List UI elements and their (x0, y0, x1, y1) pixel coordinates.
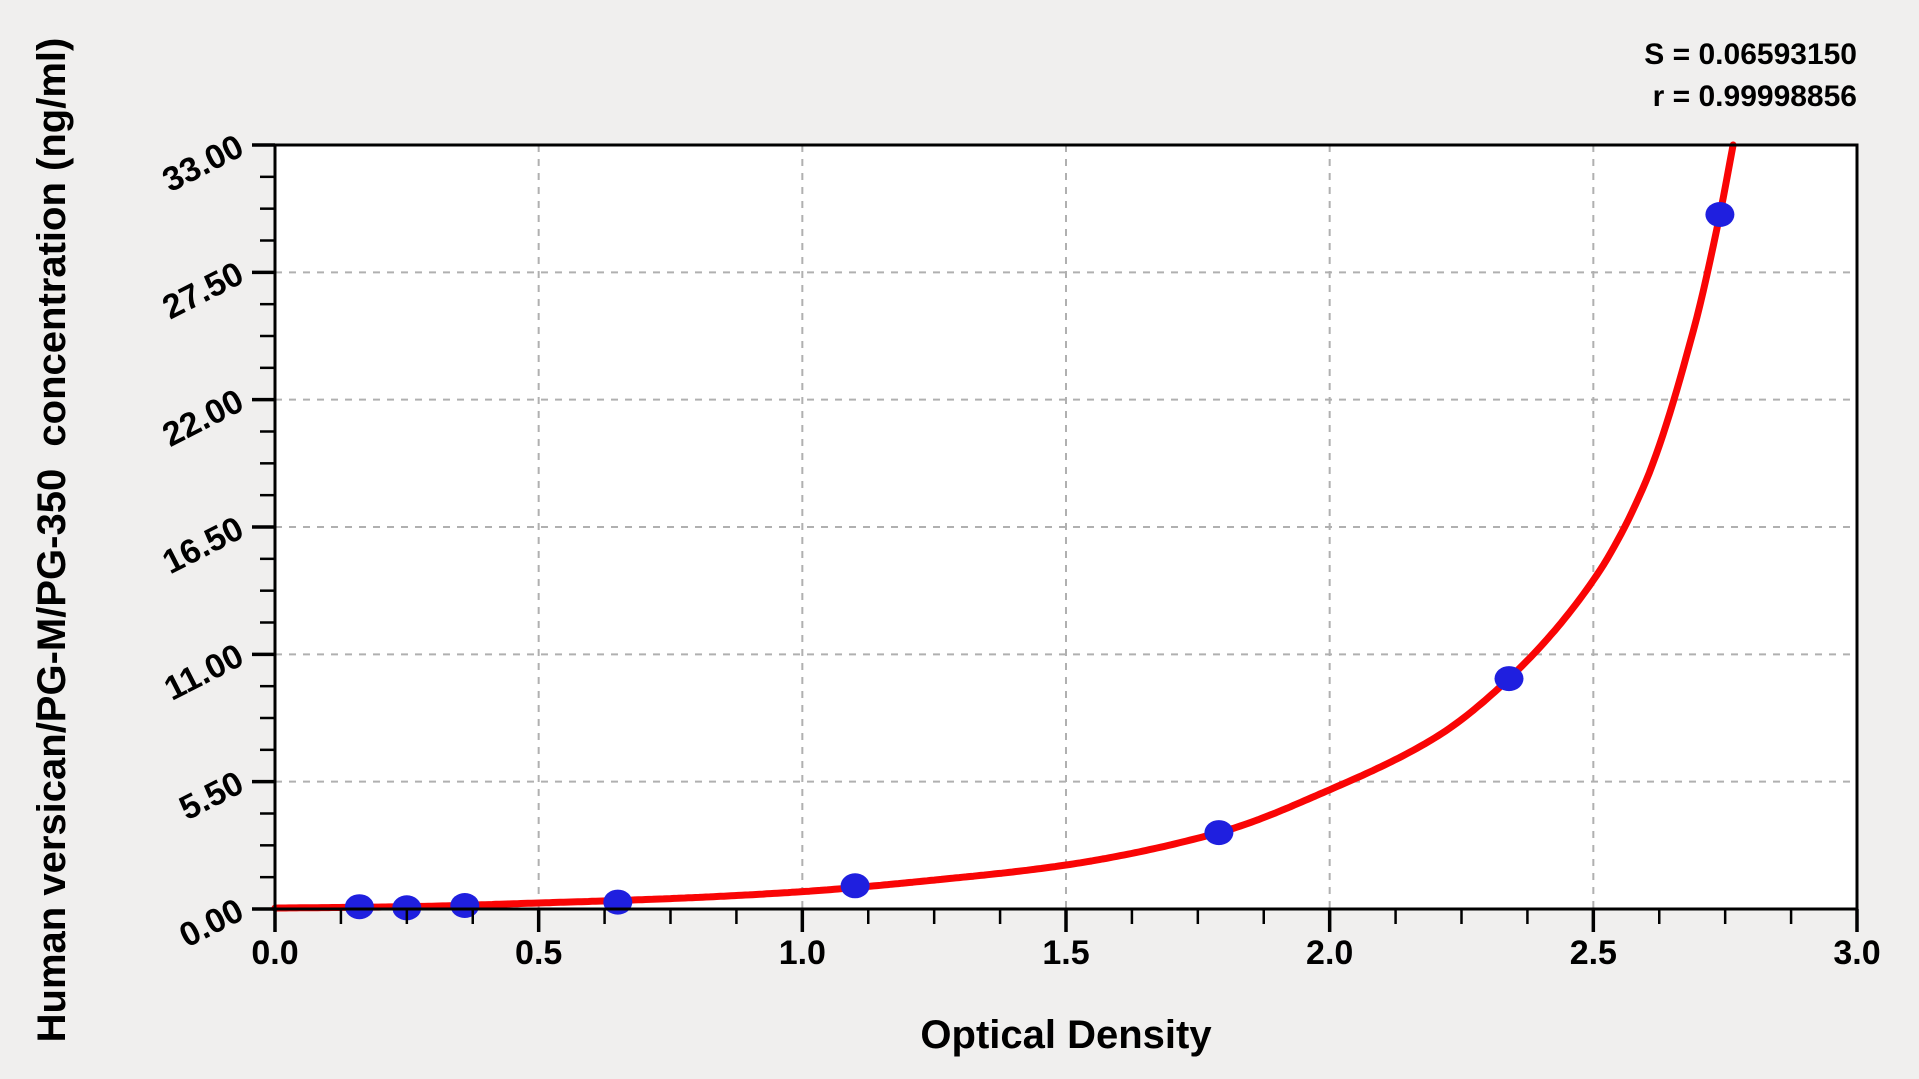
fit-curve (271, 141, 1737, 912)
stats-s-value: S = 0.06593150 (1644, 38, 1857, 71)
x-tick-label: 2.5 (1570, 934, 1617, 972)
x-tick-label: 3.0 (1833, 934, 1880, 972)
data-point (450, 893, 480, 918)
y-tick-label: 0.00 (173, 891, 249, 955)
data-point (1705, 202, 1735, 227)
stats-r-value: r = 0.99998856 (1653, 80, 1857, 113)
data-point (344, 894, 374, 920)
y-tick-label: 16.50 (157, 509, 250, 581)
y-tick-label: 27.50 (157, 255, 250, 327)
x-tick-label: 2.0 (1306, 934, 1353, 972)
x-tick-label: 0.5 (515, 934, 562, 972)
data-point (840, 873, 870, 899)
x-tick-label: 1.0 (779, 934, 826, 972)
x-tick-label: 0.0 (251, 934, 298, 972)
plot-area: 0.0 0.5 1.0 1.5 2.0 2.5 3.0 0.00 5.50 11.00 16.50 2… (157, 127, 1881, 972)
data-point (1204, 820, 1234, 846)
y-tick-label: 5.50 (173, 764, 249, 828)
data-point (603, 889, 633, 915)
y-tick-label: 11.00 (158, 637, 249, 709)
y-tick-label: 22.00 (157, 382, 250, 454)
y-tick-label: 33.00 (157, 127, 250, 199)
data-point (1494, 666, 1524, 692)
x-tick-label: 1.5 (1042, 934, 1089, 972)
y-axis-title: Human versican/PG-M/PG-350 concentration… (30, 38, 74, 1043)
x-axis-title: Optical Density (920, 1013, 1212, 1057)
